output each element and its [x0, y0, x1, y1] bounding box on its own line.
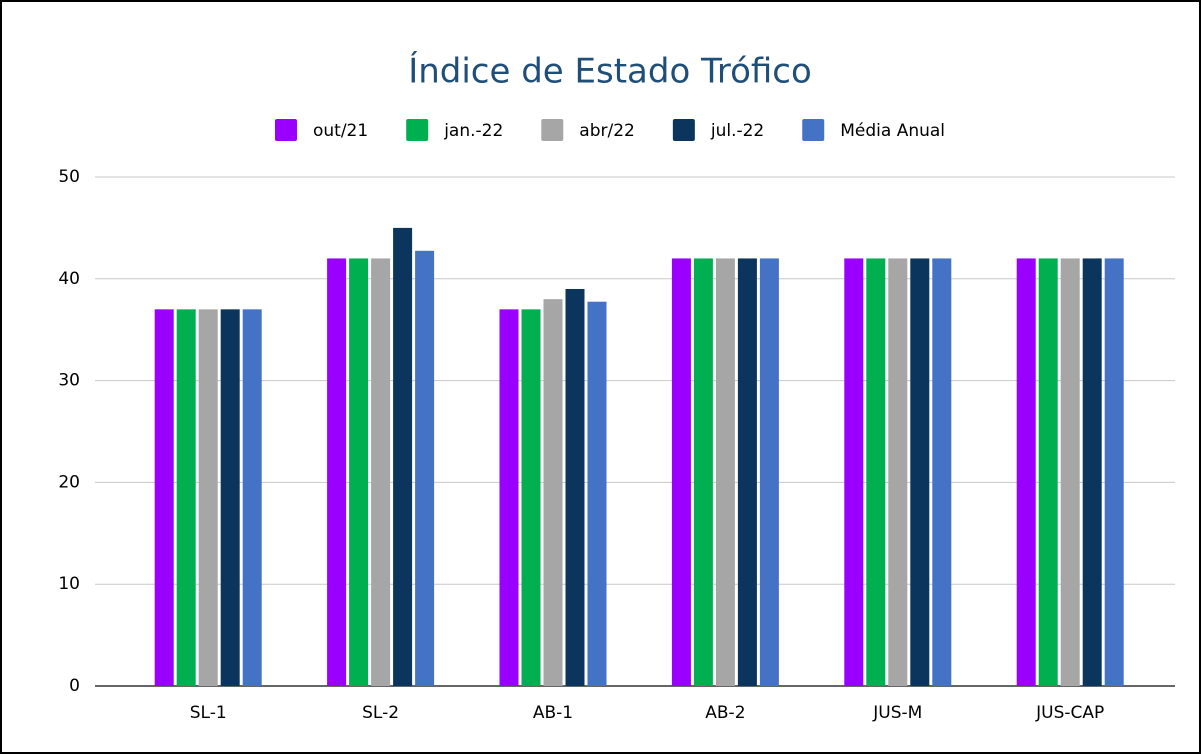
bar [587, 301, 607, 686]
x-tick-label: SL-1 [190, 703, 227, 723]
bar [220, 309, 240, 686]
legend-swatch [274, 119, 297, 141]
x-tick-label: AB-1 [533, 703, 573, 723]
bar [154, 309, 174, 686]
bar [198, 309, 218, 686]
bar [910, 258, 930, 686]
legend-swatch [802, 119, 825, 141]
legend-label: jan.-22 [443, 121, 503, 141]
bar [371, 258, 391, 686]
chart-title: Índice de Estado Trófico [408, 51, 812, 92]
bar [349, 258, 369, 686]
bar [1104, 258, 1124, 686]
y-tick-label: 50 [58, 167, 80, 187]
bar [393, 227, 413, 686]
legend-label: jul.-22 [710, 121, 764, 141]
bar [693, 258, 713, 686]
y-tick-label: 0 [69, 676, 80, 696]
bar [499, 309, 519, 686]
legend-swatch [406, 119, 429, 141]
bar [242, 309, 262, 686]
bar [1082, 258, 1102, 686]
x-tick-label: AB-2 [705, 703, 745, 723]
bar [415, 250, 435, 686]
y-tick-label: 20 [58, 472, 80, 492]
bar [327, 258, 347, 686]
bar [1016, 258, 1036, 686]
bar [1038, 258, 1058, 686]
bar [1060, 258, 1080, 686]
bar [565, 288, 585, 686]
bar [866, 258, 886, 686]
y-tick-label: 10 [58, 574, 80, 594]
legend-label: abr/22 [579, 121, 635, 141]
legend-swatch [541, 119, 564, 141]
bar [671, 258, 691, 686]
x-tick-label: SL-2 [362, 703, 399, 723]
x-tick-label: JUS-CAP [1035, 703, 1104, 723]
legend-label: Média Anual [840, 121, 945, 141]
bar [844, 258, 864, 686]
bar [888, 258, 908, 686]
legend-label: out/21 [313, 121, 368, 141]
bar [759, 258, 779, 686]
bar [543, 299, 563, 686]
y-tick-label: 40 [58, 269, 80, 289]
bar [737, 258, 757, 686]
bar [176, 309, 196, 686]
bar [715, 258, 735, 686]
y-tick-label: 30 [58, 371, 80, 391]
bar [521, 309, 541, 686]
x-tick-label: JUS-M [872, 703, 922, 723]
bar [932, 258, 952, 686]
legend-swatch [672, 119, 695, 141]
